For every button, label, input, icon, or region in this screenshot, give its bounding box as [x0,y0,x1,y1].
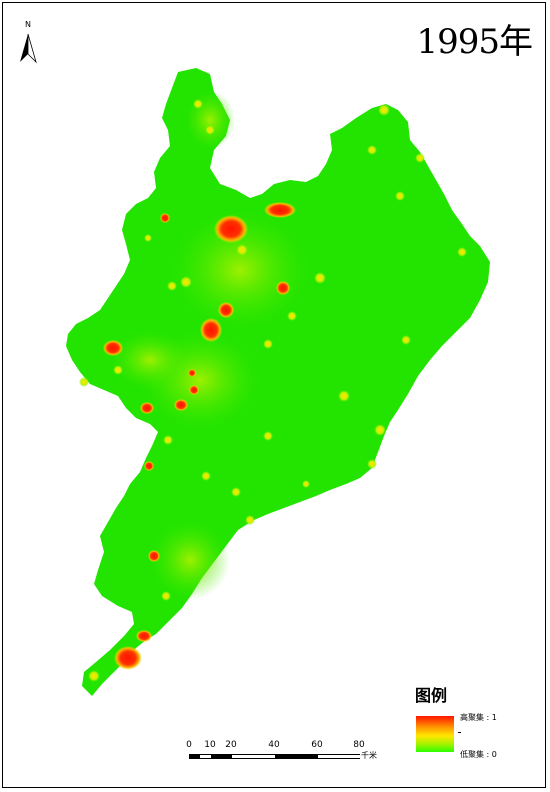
scale-tick-20: 20 [225,740,237,750]
scale-tick-10: 10 [204,740,216,750]
legend-high-label: 高聚集 : 1 [460,713,497,722]
scale-tick-60: 60 [311,740,323,750]
scale-tick-40: 40 [268,740,280,750]
scale-tick-0: 0 [186,740,192,750]
hotspot-beijing [214,215,248,243]
hotspot-city-9 [189,385,199,395]
scale-tick-80: 80 [353,740,365,750]
scale-bar: 0 10 20 40 60 80 千米 [183,740,383,764]
hotspot-city-13 [114,646,142,670]
map-title: 1995年 [416,22,533,62]
hotspot-group [103,202,296,670]
legend-title: 图例 [415,686,448,705]
hotspot-city-12 [136,630,152,642]
legend-tick [458,732,461,733]
north-arrow-icon [20,33,37,64]
north-arrow: N [16,20,40,66]
warm-spots [79,99,467,682]
hotspot-city-6 [276,281,290,295]
scale-bar-graphic [189,754,361,759]
hotspot-city-4 [218,302,234,318]
hotspot-tangshan [264,202,296,218]
legend: 图例 高聚集 : 1 低聚集 : 0 [415,682,497,759]
hotspot-city-3 [200,318,222,342]
scale-unit-label: 千米 [361,751,377,760]
hotspot-city-5 [103,340,123,356]
hotspot-city-10 [144,461,154,471]
legend-color-ramp [416,716,454,752]
north-label: N [25,20,31,29]
density-texture [110,90,310,600]
hotspot-city-7 [140,402,154,414]
hotspot-city-11 [148,550,160,562]
hotspot-city-8 [174,399,188,411]
legend-low-label: 低聚集 : 0 [460,750,497,759]
